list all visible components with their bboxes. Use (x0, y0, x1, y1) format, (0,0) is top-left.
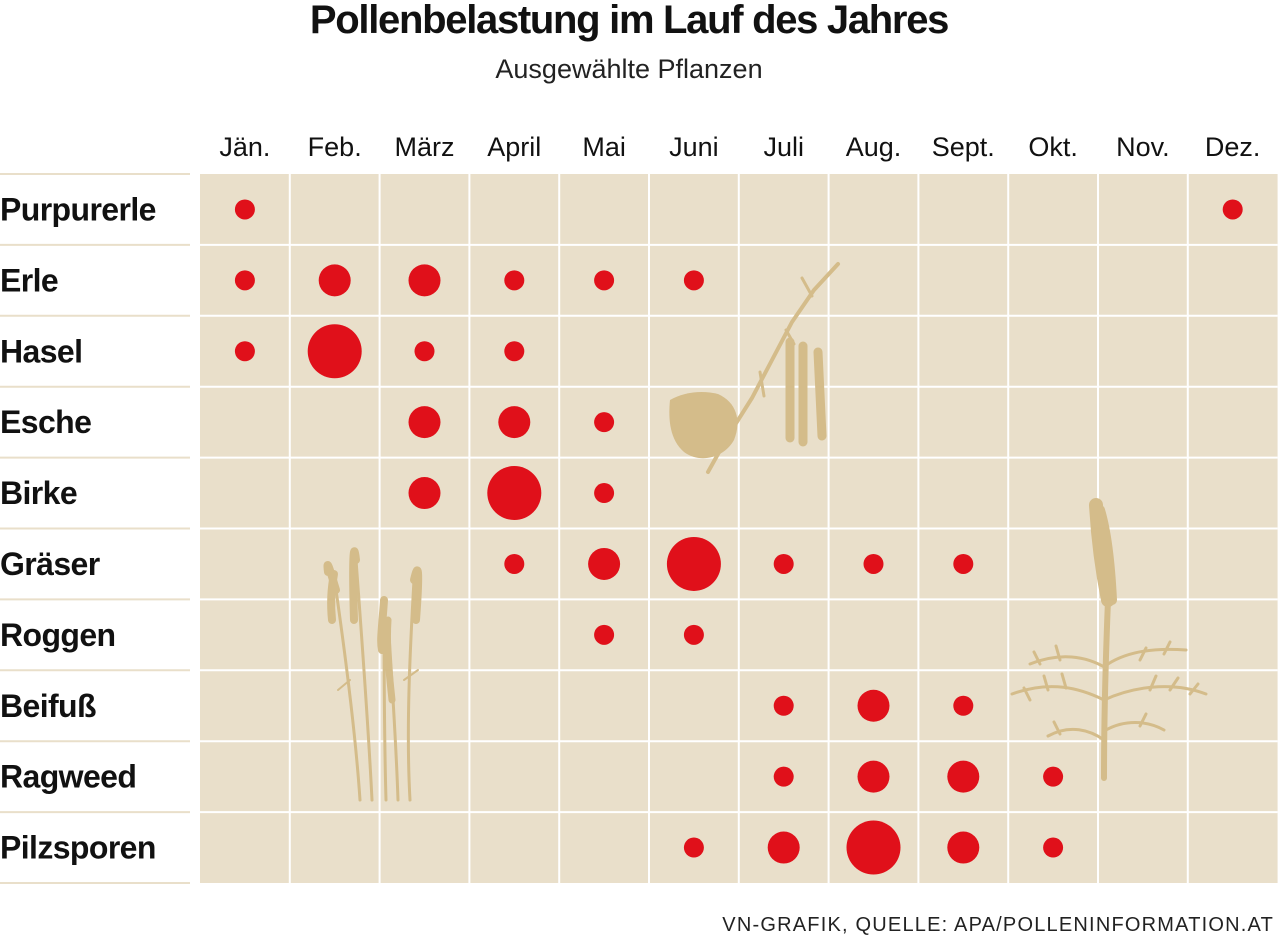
pollen-dot (953, 553, 974, 574)
month-label: Sept. (932, 132, 995, 162)
pollen-dot (594, 483, 615, 504)
row-label: Pilzsporen (0, 830, 156, 866)
pollen-dot (504, 341, 525, 362)
pollen-dot (504, 553, 525, 574)
month-label: Dez. (1205, 132, 1261, 162)
row-label: Erle (0, 262, 58, 298)
pollen-dot (863, 553, 884, 574)
pollen-dot (947, 831, 980, 864)
month-label: Mai (582, 132, 626, 162)
pollen-dot (594, 624, 615, 645)
row-label: Purpurerle (0, 191, 156, 227)
row-label: Ragweed (0, 759, 136, 795)
month-label: Juni (669, 132, 719, 162)
pollen-dot (857, 689, 890, 722)
row-label: Roggen (0, 617, 116, 653)
chart-subtitle: Ausgewählte Pflanzen (495, 54, 763, 84)
source-note: VN-GRAFIK, QUELLE: APA/POLLENINFORMATION… (722, 914, 1274, 936)
pollen-dot (846, 820, 901, 875)
mugwort-icon (1010, 498, 1208, 781)
birch-branch-icon (669, 262, 840, 474)
pollen-dot (773, 695, 794, 716)
month-label: Jän. (219, 132, 270, 162)
grass-icon (323, 547, 423, 802)
pollen-dot (1043, 837, 1064, 858)
pollen-dot (594, 412, 615, 433)
pollen-dot (1222, 199, 1243, 220)
pollen-dot (594, 270, 615, 291)
row-label: Gräser (0, 546, 100, 582)
pollen-dot (767, 831, 800, 864)
month-label: Juli (763, 132, 804, 162)
row-label: Esche (0, 404, 91, 440)
month-label: Feb. (308, 132, 362, 162)
pollen-dot (414, 341, 435, 362)
pollen-dot (408, 477, 441, 510)
pollen-dot (953, 695, 974, 716)
pollen-dot (666, 536, 721, 591)
pollen-dot (307, 324, 362, 379)
row-label: Birke (0, 475, 77, 511)
row-label: Beifuß (0, 688, 96, 724)
pollen-dot (408, 406, 441, 439)
month-label: März (395, 132, 455, 162)
pollen-dot (408, 264, 441, 297)
pollen-dot (1043, 766, 1064, 787)
pollen-dot (857, 760, 890, 793)
pollen-dot (234, 270, 255, 291)
pollen-dot (487, 466, 542, 521)
month-label: Nov. (1116, 132, 1170, 162)
chart-title: Pollenbelastung im Lauf des Jahres (309, 0, 950, 42)
month-label: Okt. (1028, 132, 1078, 162)
pollen-dot (683, 270, 704, 291)
pollen-dot (498, 406, 531, 439)
month-label: April (487, 132, 541, 162)
pollen-dot (773, 553, 794, 574)
pollen-dot (683, 837, 704, 858)
pollen-dot (234, 199, 255, 220)
pollen-dot (683, 624, 704, 645)
pollen-dot (318, 264, 351, 297)
pollen-dot (234, 341, 255, 362)
pollen-dot (773, 766, 794, 787)
pollen-dot (588, 547, 621, 580)
month-label: Aug. (846, 132, 902, 162)
row-label: Hasel (0, 333, 82, 369)
pollen-dot (947, 760, 980, 793)
pollen-dot (504, 270, 525, 291)
